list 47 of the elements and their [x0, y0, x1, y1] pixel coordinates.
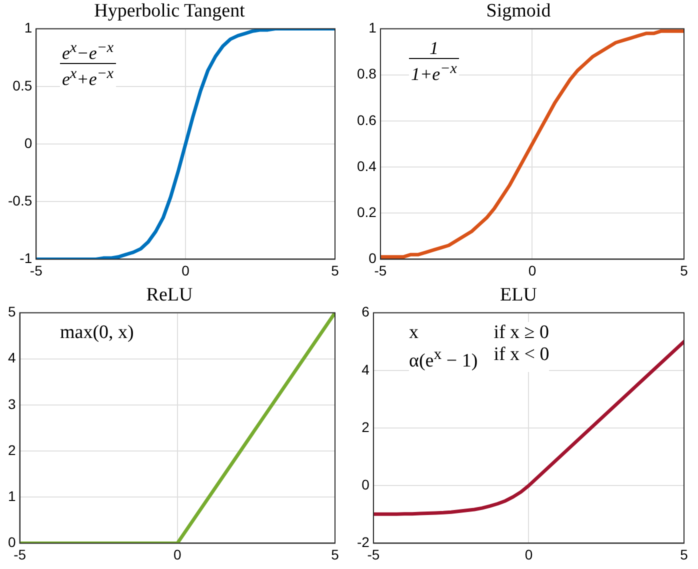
chart-title: Sigmoid [486, 0, 552, 22]
y-tick-label: 6 [362, 304, 370, 320]
y-tick-label: 0 [8, 534, 16, 550]
annotation: 1+e$^{−x}$ [410, 60, 458, 84]
y-tick-label: 4 [362, 361, 370, 378]
annotation: α(e$^{x}$ − 1) [409, 345, 478, 372]
x-tick-label: -5 [367, 546, 380, 562]
x-tick-label: 0 [173, 546, 182, 562]
y-tick-label: 0.2 [356, 204, 377, 220]
y-tick-label: 4 [8, 350, 16, 366]
x-tick-label: 0 [182, 262, 190, 278]
y-tick-label: 2 [362, 418, 370, 435]
annotation: max(0, x) [60, 322, 134, 344]
x-tick-label: 5 [680, 546, 688, 562]
annotation: 1 [409, 38, 459, 59]
annotation: if x ≥ 0 [494, 322, 550, 344]
x-tick-label: 0 [528, 262, 536, 278]
x-tick-label: -5 [14, 546, 26, 562]
y-tick-label: 2 [8, 442, 16, 458]
y-tick-label: 0 [362, 476, 370, 492]
y-tick-label: 0.8 [356, 66, 377, 82]
y-tick-label: -0.5 [8, 192, 32, 208]
y-tick-label: 5 [8, 304, 16, 320]
annotation: x [409, 322, 420, 344]
x-tick-label: 5 [331, 546, 340, 562]
y-tick-label: -2 [356, 534, 370, 550]
chart-title: ELU [500, 284, 538, 306]
y-tick-label: 1 [24, 20, 32, 36]
y-tick-label: 0.6 [356, 112, 377, 128]
chart-title: ReLU [146, 284, 193, 306]
annotation: e$^{x}$−e$^{−x}$ [60, 38, 116, 64]
y-tick-label: 1 [8, 488, 16, 504]
y-tick-label: 3 [8, 396, 16, 412]
y-tick-label: 0.4 [356, 158, 377, 174]
y-tick-label: 0 [24, 134, 32, 151]
x-tick-label: -5 [30, 262, 43, 278]
y-tick-label: -1 [20, 250, 32, 266]
y-tick-label: 1 [368, 20, 377, 36]
x-tick-label: -5 [374, 262, 387, 278]
y-tick-label: 0 [368, 250, 377, 266]
annotation: e$^{x}$+e$^{−x}$ [61, 65, 115, 89]
y-tick-label: 0.5 [12, 77, 32, 94]
x-tick-label: 0 [524, 546, 533, 562]
annotation: if x < 0 [494, 344, 550, 367]
chart-title: Hyperbolic Tangent [94, 0, 246, 22]
x-tick-label: 5 [331, 262, 340, 278]
x-tick-label: 5 [680, 262, 688, 278]
